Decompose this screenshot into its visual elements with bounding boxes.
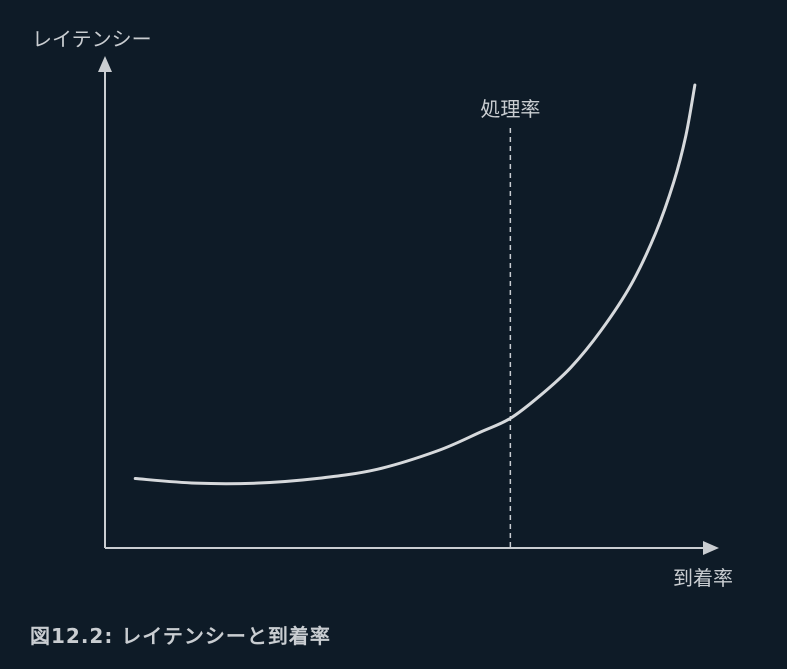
service-rate-label: 処理率 [480,97,540,121]
latency-curve [133,83,697,486]
y-axis-label: レイテンシー [32,27,152,51]
x-axis-label: 到着率 [673,566,733,590]
x-axis-arrow [703,541,719,555]
figure-caption: 図12.2: レイテンシーと到着率 [30,624,331,648]
y-axis-arrow [98,56,112,72]
latency-chart: レイテンシー 到着率 処理率 [32,27,733,590]
